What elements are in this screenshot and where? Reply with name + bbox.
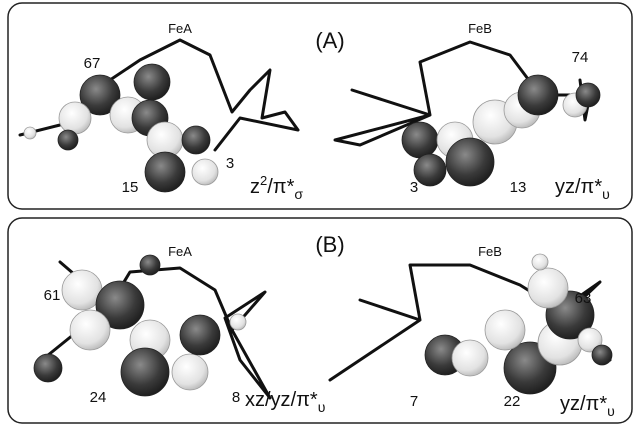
metal-label: FeB [478,244,502,259]
percentage: 3 [226,155,234,172]
orbital-mid: /π* [580,393,607,415]
light-lobe [485,310,525,350]
dark-lobe [592,345,612,365]
percentage: 61 [44,287,61,304]
dark-lobe [576,83,600,107]
percentage: 15 [122,179,139,196]
percentage: 8 [232,389,240,406]
orbital-label: yz/π*υ [560,393,615,419]
orbital-sub: υ [607,403,615,419]
orbital-sub: σ [294,186,303,202]
dark-lobe [121,348,169,396]
percentage: 63 [575,290,592,307]
orbital-label: z2/π*σ [250,173,303,202]
orbital-base: z [250,176,260,198]
percentage: 67 [84,55,101,72]
dark-lobe [518,75,558,115]
orbital-mid: /π* [291,389,318,411]
panel-label: (B) [315,232,344,257]
panel-label: (A) [315,28,344,53]
orbital-base: xz/yz [245,389,291,411]
dark-lobe [182,126,210,154]
light-lobe [192,159,218,185]
dark-lobe [140,255,160,275]
orbital-sub: υ [602,186,610,202]
percentage: 24 [90,389,107,406]
metal-label: FeA [168,21,192,36]
dark-lobe [58,130,78,150]
molecule-drawings [20,40,612,398]
orbital-sub: υ [318,399,326,415]
light-lobe [532,254,548,270]
light-lobe [528,268,568,308]
orbital-base: yz [560,393,580,415]
dark-lobe [180,315,220,355]
dark-lobe [34,354,62,382]
orbital-mid: /π* [575,176,602,198]
percentage: 3 [410,179,418,196]
orbital-label: xz/yz/π*υ [245,389,325,415]
percentage: 74 [572,49,589,66]
light-lobe [172,354,208,390]
dark-lobe [145,152,185,192]
light-lobe [24,127,36,139]
light-lobe [452,340,488,376]
metal-label: FeA [168,244,192,259]
orbital-base: yz [555,176,575,198]
dark-lobe [446,138,494,186]
dark-lobe [134,64,170,100]
light-lobe [230,314,246,330]
percentage: 7 [410,393,418,410]
metal-label: FeB [468,21,492,36]
dark-lobe [414,154,446,186]
orbital-label: yz/π*υ [555,176,610,202]
orbital-mid: /π* [267,176,294,198]
percentage: 22 [504,393,521,410]
light-lobe [59,102,91,134]
orbital-sup: 2 [260,173,267,188]
percentage: 13 [510,179,527,196]
dark-lobe [402,122,438,158]
figure: (A)FeAFeB6715331374z2/π*σyz/π*υ(B)FeAFeB… [0,0,637,426]
light-lobe [70,310,110,350]
